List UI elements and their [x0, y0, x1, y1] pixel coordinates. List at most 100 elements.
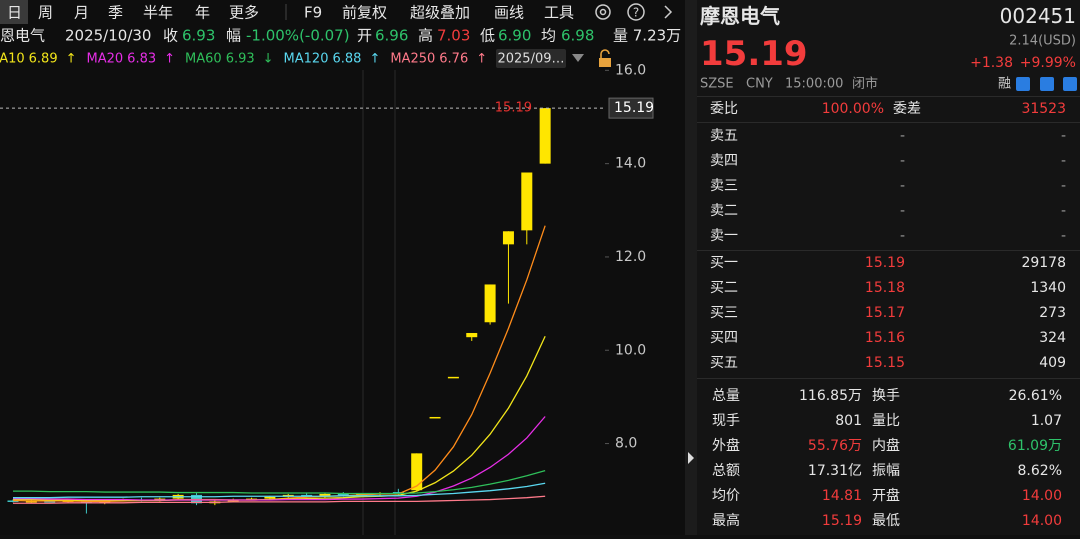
svg-text:?: ? [633, 6, 639, 20]
y-tick-label: 8.0 [615, 436, 637, 452]
settings-icon[interactable] [595, 4, 611, 20]
price-tag-bg [608, 97, 654, 119]
status: 闭市 [852, 76, 879, 92]
stock-code: 002451 [999, 4, 1076, 28]
candle-body [337, 493, 349, 496]
info-close: 6.93 [182, 27, 215, 45]
bid-label: 买五 [710, 355, 738, 371]
change: +1.38 [970, 55, 1013, 71]
stat-label: 总额 [712, 463, 740, 479]
order-diff-label: 委差 [893, 101, 921, 117]
bid-volume: 324 [1039, 330, 1066, 346]
info-change: -1.00%(-0.07) [246, 27, 350, 45]
tool-button[interactable]: 画线 [494, 4, 524, 22]
bid-label: 买三 [710, 305, 738, 321]
ask-label: 卖五 [710, 128, 738, 144]
candle-body [264, 496, 276, 499]
stat-label: 振幅 [872, 463, 900, 479]
info-low: 6.90 [498, 27, 531, 45]
bid-volume: 409 [1039, 355, 1066, 371]
tool-button[interactable]: 超级叠加 [410, 4, 470, 22]
ask-price: - [899, 128, 905, 144]
bid-price: 15.15 [864, 355, 905, 371]
ask-price: - [899, 228, 905, 244]
period-tab[interactable]: 周 [38, 4, 53, 22]
tool-button[interactable]: 前复权 [342, 4, 387, 22]
quote-panel: 摩恩电气 002451 15.19 2.14(USD) +1.38 +9.99% SZSE C… [697, 0, 1080, 535]
stat-value: 55.76万 [807, 438, 862, 454]
stat-value: 8.62% [1017, 463, 1062, 479]
stat-label: 现手 [712, 413, 740, 429]
bid-volume: 1340 [1030, 280, 1066, 296]
candle-body [539, 108, 551, 164]
range-button-bg[interactable] [496, 49, 566, 68]
ma-line [13, 416, 546, 501]
stat-label: 开盘 [872, 488, 900, 504]
ask-volume: - [1060, 128, 1066, 144]
tool-button[interactable]: 工具 [544, 4, 574, 22]
info-open: 6.96 [375, 27, 408, 45]
margin-tag: 融 [998, 76, 1012, 92]
info-avg: 6.98 [561, 27, 594, 45]
legend-name: MA20 [87, 52, 124, 67]
quick-icon[interactable] [1016, 77, 1030, 91]
help-icon[interactable]: ? [627, 3, 645, 21]
y-tick-label: 12.0 [615, 249, 646, 265]
separator [697, 96, 1080, 97]
ask-label: 卖二 [710, 203, 738, 219]
price-line-label: 15.19 [495, 101, 532, 116]
stat-label: 换手 [872, 388, 900, 404]
separator [697, 378, 1080, 379]
y-tick-label: 10.0 [615, 342, 646, 358]
stat-value: 17.31亿 [807, 463, 862, 479]
collapse-bar[interactable] [685, 0, 697, 535]
ma-line [13, 335, 546, 502]
period-tab[interactable]: 年 [195, 4, 210, 22]
range-button[interactable]: 2025/09… [497, 52, 564, 67]
ask-label: 卖四 [710, 153, 738, 169]
stat-value: 14.00 [1021, 488, 1062, 504]
quick-icon[interactable] [1063, 77, 1077, 91]
info-close-label: 收 [163, 27, 178, 45]
stat-value: 14.81 [821, 488, 862, 504]
info-avg-label: 均 [541, 27, 556, 45]
candle-body [484, 284, 496, 323]
stat-value: 116.85万 [799, 388, 862, 404]
separator [697, 250, 1080, 251]
ask-label: 卖一 [710, 228, 738, 244]
info-change-label: 幅 [226, 27, 241, 45]
chart-panel: ? 2025/09… 日周 月 季 半年 年 更多 F9 前复权 超级叠加 画线 工具摩恩电气 202… [0, 0, 682, 535]
info-high: 7.03 [437, 27, 470, 45]
period-tab[interactable]: 更多 [229, 4, 259, 22]
legend-value: 6.89 [29, 52, 58, 67]
quick-icon[interactable] [1040, 77, 1054, 91]
ask-volume: - [1060, 178, 1066, 194]
period-tab[interactable]: 季 [108, 4, 123, 22]
period-tab[interactable]: 半年 [143, 4, 173, 22]
stat-value: 801 [835, 413, 862, 429]
period-tab[interactable]: 月 [74, 4, 89, 22]
info-low-label: 低 [480, 27, 495, 45]
stat-label: 均价 [712, 488, 740, 504]
lock-icon[interactable] [599, 49, 611, 67]
tool-button[interactable]: F9 [304, 4, 322, 22]
period-tab[interactable]: 日 [7, 4, 22, 22]
candle-body [319, 493, 331, 497]
change-pct: +9.99% [1019, 55, 1076, 71]
ask-price: - [899, 203, 905, 219]
bid-volume: 273 [1039, 305, 1066, 321]
price-tag: 15.19 [614, 100, 654, 116]
stat-label: 总量 [712, 388, 740, 404]
order-ratio: 100.00% [821, 101, 884, 117]
bid-price: 15.19 [864, 255, 905, 271]
more-arrow[interactable] [664, 5, 673, 19]
candle-body [7, 500, 19, 502]
legend-name: MA60 [185, 52, 222, 67]
info-high-label: 高 [418, 27, 433, 45]
bid-price: 15.18 [864, 280, 905, 296]
candle-body [429, 416, 441, 419]
stat-label: 量比 [872, 413, 900, 429]
dropdown-arrow[interactable] [572, 54, 584, 62]
candle-body [502, 231, 514, 245]
